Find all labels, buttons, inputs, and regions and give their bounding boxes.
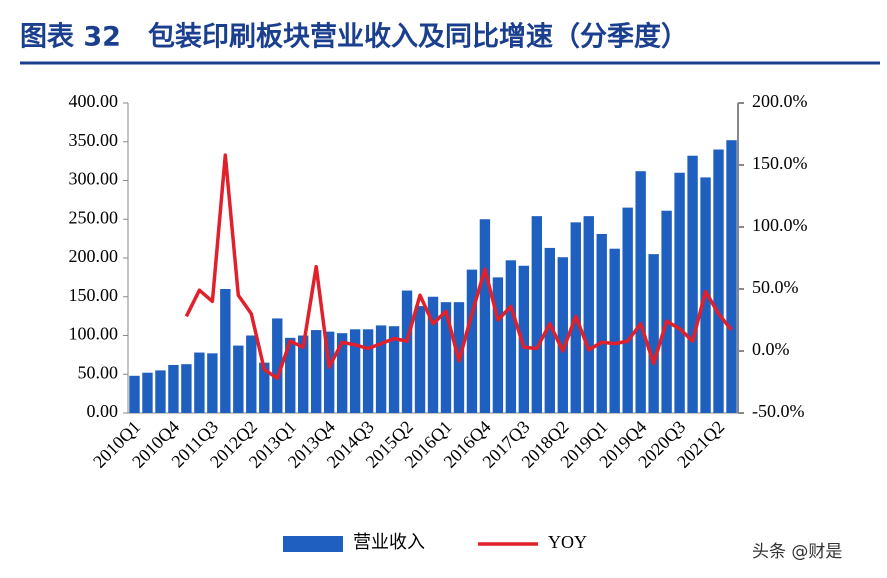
bar: [362, 329, 374, 413]
bar: [492, 277, 504, 413]
bar: [336, 333, 348, 413]
bar: [233, 345, 244, 413]
y-tick-label: 300.00: [69, 169, 119, 189]
bar: [583, 216, 594, 413]
y-tick-label: 350.00: [69, 130, 119, 150]
bar: [285, 337, 296, 413]
bar: [648, 254, 659, 413]
bar: [129, 375, 140, 413]
bar: [272, 318, 283, 413]
y-tick-label: 0.00: [87, 401, 119, 421]
bar: [661, 210, 672, 413]
bar: [246, 335, 257, 413]
bar: [726, 140, 737, 413]
bar: [609, 248, 620, 413]
legend-swatch: [283, 536, 343, 552]
chart-title: 图表 32 包装印刷板块营业收入及同比增速（分季度）: [20, 21, 688, 53]
bar: [168, 364, 179, 413]
y2-tick-label: 150.0%: [752, 153, 808, 173]
bar: [207, 353, 218, 413]
bar: [674, 172, 685, 413]
legend-label: 营业收入: [353, 532, 425, 552]
bar: [388, 326, 400, 413]
y2-tick-label: 0.0%: [752, 339, 790, 359]
y2-tick-label: -50.0%: [752, 401, 805, 421]
bar: [531, 216, 543, 413]
bar: [505, 260, 517, 413]
bar: [375, 325, 387, 413]
bar: [194, 352, 205, 413]
bar: [466, 269, 478, 413]
bar: [414, 306, 426, 413]
bar: [259, 362, 270, 413]
bar: [220, 289, 231, 413]
bar: [155, 370, 166, 413]
bar: [713, 149, 724, 413]
legend-label: YOY: [548, 532, 587, 552]
bar: [635, 171, 646, 413]
bar: [142, 372, 153, 413]
bar: [557, 257, 568, 413]
y-tick-label: 50.00: [78, 362, 119, 382]
bar: [311, 330, 322, 413]
watermark: 头条 @财是: [752, 542, 842, 562]
bar: [544, 247, 555, 413]
bar: [401, 290, 413, 413]
bar: [298, 335, 309, 413]
bar: [518, 265, 530, 413]
bar: [323, 331, 335, 413]
y-tick-label: 100.00: [69, 324, 119, 344]
y-tick-label: 400.00: [69, 91, 119, 111]
y-tick-label: 150.00: [69, 285, 119, 305]
bar: [596, 233, 607, 413]
line: [184, 153, 733, 381]
y2-tick-label: 100.0%: [752, 215, 808, 235]
bar: [440, 302, 452, 413]
bar: [349, 329, 361, 413]
y-tick-label: 200.00: [69, 246, 119, 266]
bar: [687, 155, 698, 413]
y-tick-label: 250.00: [69, 207, 119, 227]
bar: [622, 207, 633, 413]
y2-tick-label: 200.0%: [752, 91, 808, 111]
y2-tick-label: 50.0%: [752, 277, 799, 297]
bar: [427, 296, 439, 413]
bar: [181, 364, 192, 413]
bar: [479, 219, 491, 413]
